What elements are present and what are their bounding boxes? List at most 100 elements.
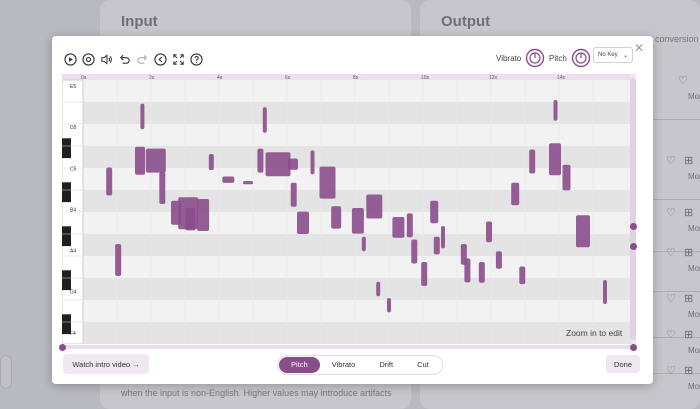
close-icon[interactable]: ✕ xyxy=(633,41,645,55)
tab-cut[interactable]: Cut xyxy=(417,360,429,369)
done-button[interactable]: Done xyxy=(606,355,640,373)
more-button[interactable]: More xyxy=(688,310,700,319)
more-button[interactable]: More xyxy=(688,92,700,101)
list-item[interactable]: ♡ ⊞ More xyxy=(652,360,700,409)
folder-icon[interactable]: ⊞ xyxy=(684,329,694,341)
pitch-note xyxy=(441,226,445,249)
vertical-scrollbar[interactable] xyxy=(630,74,636,344)
footer-note: when the input is non-English. Higher va… xyxy=(121,388,392,398)
undo-icon[interactable] xyxy=(118,53,131,66)
pitch-note xyxy=(331,206,342,229)
vertical-scroll-handle-bottom[interactable] xyxy=(630,243,637,250)
timeline-tick-label: 10s xyxy=(421,75,430,81)
input-title: Input xyxy=(121,13,158,30)
key-select[interactable]: No Key ⌄ xyxy=(593,47,633,63)
horizontal-scroll-handle-left[interactable] xyxy=(59,344,66,351)
folder-icon[interactable]: ⊞ xyxy=(684,247,694,259)
folder-icon[interactable]: ⊞ xyxy=(684,207,694,219)
timeline-tick-label: 14s xyxy=(557,75,566,81)
pitch-note xyxy=(495,251,502,269)
help-icon[interactable] xyxy=(190,52,203,66)
mode-tabs: Pitch Vibrato Drift Cut xyxy=(277,355,443,375)
piano-black-key xyxy=(62,182,71,203)
folder-icon[interactable]: ⊞ xyxy=(684,365,694,377)
folder-icon[interactable]: ⊞ xyxy=(684,293,694,305)
tab-vibrato[interactable]: Vibrato xyxy=(331,360,356,369)
list-item[interactable]: ♡ More xyxy=(652,70,700,120)
zoom-hint: Zoom in to edit xyxy=(566,328,623,338)
grid-band xyxy=(83,234,630,256)
heart-icon[interactable]: ♡ xyxy=(666,293,676,305)
more-button[interactable]: More xyxy=(688,172,700,181)
list-item[interactable]: ♡ ⊞ More xyxy=(652,202,700,252)
vertical-scroll-handle-top[interactable] xyxy=(630,223,637,230)
folder-icon[interactable]: ⊞ xyxy=(684,155,694,167)
play-icon[interactable] xyxy=(64,52,77,66)
pitch-note xyxy=(222,176,235,183)
pitch-note xyxy=(145,148,166,173)
heart-icon[interactable]: ♡ xyxy=(666,155,676,167)
piano-octave-label: B4 xyxy=(70,207,76,213)
piano-octave-label: D5 xyxy=(70,125,77,131)
more-button[interactable]: More xyxy=(688,346,700,355)
more-button[interactable]: More xyxy=(688,382,700,391)
pitch-note xyxy=(387,298,391,313)
pitch-note xyxy=(376,281,381,297)
pitch-editor-modal: ✕ Vibrato xyxy=(52,36,653,384)
output-list: ♡ More ♡ ⊞ More ♡ ⊞ More ♡ ⊞ More ♡ ⊞ Mo… xyxy=(652,0,700,409)
redo-icon[interactable] xyxy=(136,53,149,66)
record-icon[interactable] xyxy=(82,52,95,66)
pitch-control: Pitch xyxy=(549,48,591,68)
grid-band xyxy=(83,322,630,344)
piano-octave-label: C5 xyxy=(70,166,77,172)
heart-icon[interactable]: ♡ xyxy=(666,365,676,377)
horizontal-scrollbar[interactable] xyxy=(64,345,634,349)
vibrato-control: Vibrato xyxy=(496,48,545,68)
pitch-editor-canvas[interactable]: 0s 2s 4s 6s 8s 10s 12s 14s E5 D5 C5 B4 A4 G4 F4 xyxy=(62,74,630,344)
editor-toolbar xyxy=(64,52,203,66)
pitch-note xyxy=(208,154,214,170)
timeline-tick-label: 6s xyxy=(285,75,291,81)
list-item[interactable]: ♡ ⊞ More xyxy=(652,324,700,374)
watch-intro-video-button[interactable]: Watch intro video → xyxy=(63,354,149,374)
output-title: Output xyxy=(441,13,491,30)
pitch-note xyxy=(319,166,336,199)
volume-icon[interactable] xyxy=(100,53,113,66)
reset-icon[interactable] xyxy=(154,52,167,66)
tab-pitch[interactable]: Pitch xyxy=(279,357,320,373)
horizontal-scroll-handle-right[interactable] xyxy=(630,344,637,351)
pitch-note xyxy=(297,211,309,234)
heart-icon[interactable]: ♡ xyxy=(666,247,676,259)
pitch-editor[interactable]: 0s 2s 4s 6s 8s 10s 12s 14s E5 D5 C5 B4 A4 G4 F4 xyxy=(62,74,630,344)
piano-black-key xyxy=(62,138,71,159)
timeline-tick-label: 4s xyxy=(217,75,223,81)
heart-icon[interactable]: ♡ xyxy=(666,207,676,219)
pitch-note xyxy=(366,194,383,219)
pitch-note xyxy=(603,280,607,304)
heart-icon[interactable]: ♡ xyxy=(678,75,688,87)
piano-octave-label: G4 xyxy=(70,290,77,296)
pitch-note xyxy=(310,150,315,175)
piano-octave-label: E5 xyxy=(70,84,76,90)
grid-band xyxy=(83,190,630,212)
vertical-scrollbar-thumb[interactable] xyxy=(630,78,636,340)
vibrato-label: Vibrato xyxy=(496,53,522,63)
more-button[interactable]: More xyxy=(688,264,700,273)
tab-drift[interactable]: Drift xyxy=(379,360,394,369)
pitch-note xyxy=(290,182,297,207)
pitch-note xyxy=(478,262,485,283)
list-item[interactable]: ♡ ⊞ More xyxy=(652,150,700,200)
more-button[interactable]: More xyxy=(688,224,700,233)
timeline-ruler xyxy=(62,74,630,80)
pitch-note xyxy=(411,239,418,264)
list-item[interactable]: ♡ ⊞ More xyxy=(652,242,700,292)
fullscreen-icon[interactable] xyxy=(172,53,185,66)
list-item[interactable]: ♡ ⊞ More xyxy=(652,288,700,338)
pitch-knob[interactable] xyxy=(571,48,591,68)
pitch-note xyxy=(529,149,536,174)
heart-icon[interactable]: ♡ xyxy=(666,329,676,341)
timeline-tick-label: 8s xyxy=(353,75,359,81)
pitch-note xyxy=(257,148,264,173)
piano-black-key xyxy=(62,226,71,247)
vibrato-knob[interactable] xyxy=(525,48,545,68)
